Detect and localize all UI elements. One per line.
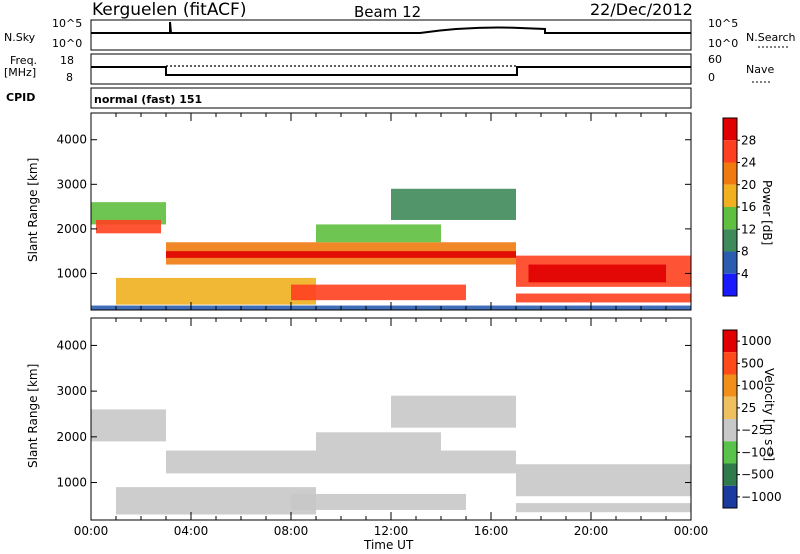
- colorbar-tick-label: 25: [741, 401, 756, 415]
- x-tick-label: 16:00: [474, 524, 509, 538]
- power-colorbar-cell: [723, 229, 737, 252]
- power-echo-band: [91, 202, 166, 225]
- nsearch-label: N.Search: [746, 31, 796, 44]
- power-echo-band: [166, 251, 516, 258]
- nave-tick-low: 0: [708, 71, 715, 84]
- velocity-colorbar-cell: [723, 441, 737, 464]
- cpid-label: CPID: [6, 91, 36, 104]
- x-tick-label: 00:00: [74, 524, 109, 538]
- nsky-label: N.Sky: [4, 31, 36, 44]
- y-tick-label: 4000: [56, 133, 87, 147]
- velocity-echo-band: [91, 409, 166, 442]
- nave-label: Nave: [746, 63, 775, 76]
- velocity-colorbar-cell: [723, 419, 737, 442]
- velocity-data-layer: [91, 395, 691, 515]
- power-echo-band: [516, 293, 691, 303]
- colorbar-tick-label: 100: [741, 379, 764, 393]
- power-echo-band: [291, 284, 466, 301]
- colorbar-tick-label: −1000: [741, 490, 782, 504]
- colorbar-tick-label: −25: [741, 423, 766, 437]
- freq-panel-frame: [90, 53, 692, 85]
- x-tick-label: 12:00: [374, 524, 409, 538]
- power-echo-band: [316, 224, 441, 243]
- velocity-colorbar-frame: [722, 329, 738, 509]
- velocity-colorbar-cell: [723, 463, 737, 486]
- nsearch-tick-high: 10^5: [708, 17, 739, 30]
- radar-title: Kerguelen (fitACF): [92, 0, 247, 20]
- velocity-colorbar-cell: [723, 485, 737, 508]
- colorbar-tick-label: 20: [741, 178, 756, 192]
- velocity-colorbar-cell: [723, 352, 737, 375]
- colorbar-tick-label: 8: [741, 245, 749, 259]
- power-echo-band: [96, 219, 161, 234]
- colorbar-tick-label: −500: [741, 468, 774, 482]
- colorbar-tick-label: 500: [741, 356, 764, 370]
- x-tick-label: 00:00: [674, 524, 709, 538]
- velocity-echo-band: [516, 464, 691, 497]
- nsky-trace: [91, 21, 691, 34]
- y-tick-label: 2000: [56, 222, 87, 236]
- velocity-echo-band: [166, 450, 516, 474]
- colorbar-tick-label: −100: [741, 445, 774, 459]
- velocity-echo-band: [316, 432, 441, 451]
- power-colorbar-cell: [723, 118, 737, 141]
- cpid-value: normal (fast) 151: [94, 93, 203, 106]
- velocity-echo-band: [291, 493, 466, 510]
- freq-label-1: Freq.: [10, 54, 38, 67]
- colorbar-tick-label: 12: [741, 222, 756, 236]
- nsky-panel-frame: [90, 19, 692, 51]
- velocity-echo-band: [116, 487, 316, 515]
- power-colorbar-cell: [723, 273, 737, 296]
- y-tick-label: 3000: [56, 384, 87, 398]
- x-tick-label: 04:00: [174, 524, 209, 538]
- power-echo-band: [528, 264, 666, 283]
- y-tick-label: 1000: [56, 266, 87, 280]
- nsky-tick-low: 10^0: [52, 37, 83, 50]
- power-echo-band: [391, 188, 516, 220]
- nave-tick-high: 60: [708, 53, 722, 66]
- y-tick-label: 3000: [56, 177, 87, 191]
- y-tick-label: 1000: [56, 476, 87, 490]
- x-axis-label: Time UT: [364, 538, 414, 552]
- x-tick-label: 20:00: [574, 524, 609, 538]
- colorbar-tick-label: 28: [741, 133, 756, 147]
- power-colorbar-cell: [723, 162, 737, 185]
- cpid-panel-frame: [90, 87, 692, 109]
- power-echo-band: [116, 277, 316, 305]
- power-colorbar-cell: [723, 251, 737, 274]
- y-tick-label: 2000: [56, 430, 87, 444]
- power-colorbar-cell: [723, 184, 737, 207]
- velocity-colorbar-cell: [723, 330, 737, 353]
- power-data-layer: [91, 188, 691, 310]
- x-tick-label: 08:00: [274, 524, 309, 538]
- freq-trace: [91, 66, 691, 76]
- beam-title: Beam 12: [354, 3, 422, 21]
- colorbar-tick-label: 24: [741, 156, 756, 170]
- velocity-colorbar-cell: [723, 396, 737, 419]
- velocity-echo-band: [391, 395, 516, 428]
- velocity-colorbar-cell: [723, 374, 737, 397]
- colorbar-tick-label: 16: [741, 200, 756, 214]
- velocity-echo-band: [516, 503, 691, 513]
- nsky-tick-high: 10^5: [52, 17, 83, 30]
- colorbar-tick-label: 4: [741, 267, 749, 281]
- freq-tick-high: 18: [60, 54, 74, 67]
- power-colorbar-cell: [723, 207, 737, 230]
- colorbar-tick-label: 1000: [741, 334, 772, 348]
- freq-label-2: [MHz]: [4, 66, 37, 79]
- freq-tick-low: 8: [66, 71, 73, 84]
- power-colorbar-cell: [723, 140, 737, 163]
- date-title: 22/Dec/2012: [590, 0, 693, 19]
- y-tick-label: 4000: [56, 338, 87, 352]
- nsearch-tick-low: 10^0: [708, 37, 739, 50]
